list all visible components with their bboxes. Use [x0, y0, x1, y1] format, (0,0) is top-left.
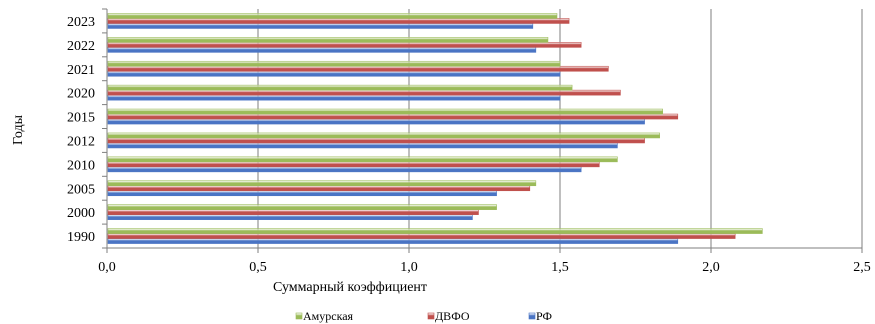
x-tick-label: 0,5: [249, 260, 267, 275]
y-tick-label: 2000: [67, 206, 95, 221]
x-tick-label: 2,0: [702, 260, 720, 275]
legend-label: Амурская: [303, 309, 354, 323]
bar: [107, 180, 537, 187]
bar: [107, 13, 558, 19]
bar: [107, 118, 645, 125]
x-tick-labels: 0,0 0,5 1,0 1,5 2,0 2,5: [98, 260, 871, 275]
legend-item: Амурская: [295, 309, 354, 323]
bar: [107, 18, 570, 24]
legend-label: ДВФО: [435, 309, 470, 323]
y-tick-label: 1990: [67, 230, 95, 245]
x-tick-label: 1,5: [551, 260, 569, 275]
y-tick-label: 2005: [67, 182, 95, 197]
bar: [107, 113, 679, 120]
bar: [107, 42, 582, 48]
bar: [107, 204, 497, 210]
bar: [107, 89, 621, 96]
bar: [107, 238, 679, 244]
bar: [107, 47, 537, 53]
bar: [107, 137, 645, 144]
bar: [107, 214, 473, 220]
legend-swatch: [295, 312, 303, 320]
y-tick-label: 2022: [67, 39, 95, 54]
y-tick-label: 2020: [67, 87, 95, 102]
y-tick-label: 2021: [67, 63, 95, 78]
y-tick-label: 2023: [67, 15, 95, 30]
y-axis-title: Годы: [11, 114, 26, 145]
bar: [107, 108, 663, 115]
y-tick-label: 2010: [67, 158, 95, 173]
legend-item: ДВФО: [427, 309, 470, 323]
bar: [107, 190, 497, 197]
bar: [107, 65, 609, 72]
x-tick-label: 1,0: [400, 260, 418, 275]
legend-label: РФ: [536, 309, 552, 323]
axes: [102, 8, 863, 253]
bar: [107, 132, 660, 139]
bar: [107, 228, 763, 234]
bar: [107, 60, 561, 67]
x-axis-title: Суммарный коэффициент: [273, 280, 427, 295]
y-tick-labels: 1990 2000 2005 2010 2012 2015 2020 2021 2022 2023: [67, 15, 95, 245]
legend-swatch: [528, 312, 536, 320]
y-tick-label: 2015: [67, 111, 95, 126]
bar: [107, 70, 561, 77]
bar: [107, 37, 549, 43]
x-tick-label: 0,0: [98, 260, 116, 275]
bar: [107, 94, 561, 101]
bar: [107, 156, 618, 163]
bar: [107, 23, 534, 29]
x-tick-label: 2,5: [853, 260, 871, 275]
bars: [107, 13, 763, 244]
bar: [107, 166, 582, 173]
y-tick-label: 2012: [67, 134, 95, 149]
bar: [107, 233, 736, 239]
bar: [107, 209, 479, 215]
legend-swatch: [427, 312, 435, 320]
legend-item: РФ: [528, 309, 552, 323]
bar: [107, 142, 618, 149]
bar: [107, 185, 531, 192]
bar: [107, 84, 573, 91]
legend: Амурская ДВФО РФ: [295, 309, 552, 323]
bar: [107, 161, 600, 168]
